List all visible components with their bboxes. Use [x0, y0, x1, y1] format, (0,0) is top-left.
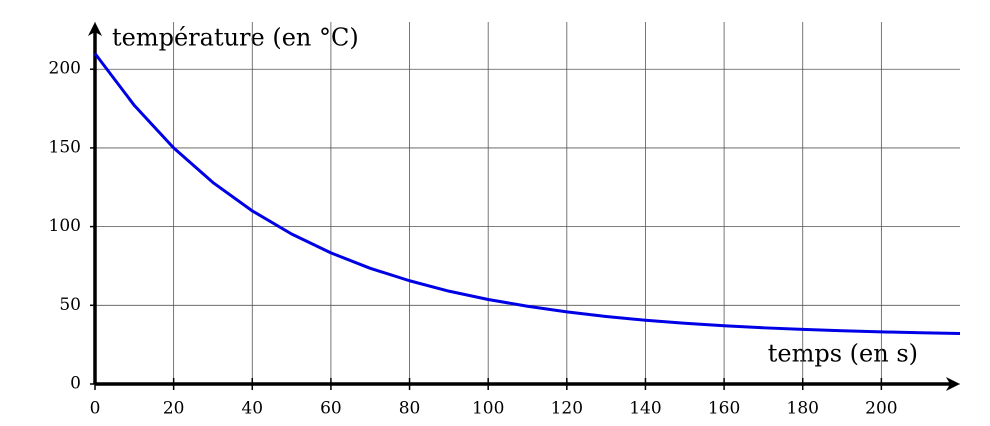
x-tick-label: 140: [629, 399, 661, 419]
x-axis-arrow: [946, 377, 960, 391]
x-tick-label: 160: [708, 399, 740, 419]
x-tick-label: 120: [551, 399, 583, 419]
y-tick-label: 50: [59, 295, 81, 315]
x-tick-label: 180: [787, 399, 819, 419]
y-tick-label: 200: [49, 59, 81, 79]
x-axis-label: temps (en s): [768, 340, 918, 368]
x-tick-label: 200: [865, 399, 897, 419]
x-tick-label: 40: [241, 399, 263, 419]
y-tick-label: 100: [49, 216, 81, 236]
x-tick-label: 80: [399, 399, 421, 419]
x-tick-label: 60: [320, 399, 342, 419]
x-tick-label: 0: [90, 399, 101, 419]
y-axis-arrow: [88, 22, 102, 36]
line: [93, 52, 961, 335]
x-tick-label: 100: [472, 399, 504, 419]
y-tick-label: 0: [70, 374, 81, 394]
y-axis-label: température (en °C): [112, 24, 359, 52]
y-tick-label: 150: [49, 137, 81, 157]
x-tick-label: 20: [163, 399, 185, 419]
